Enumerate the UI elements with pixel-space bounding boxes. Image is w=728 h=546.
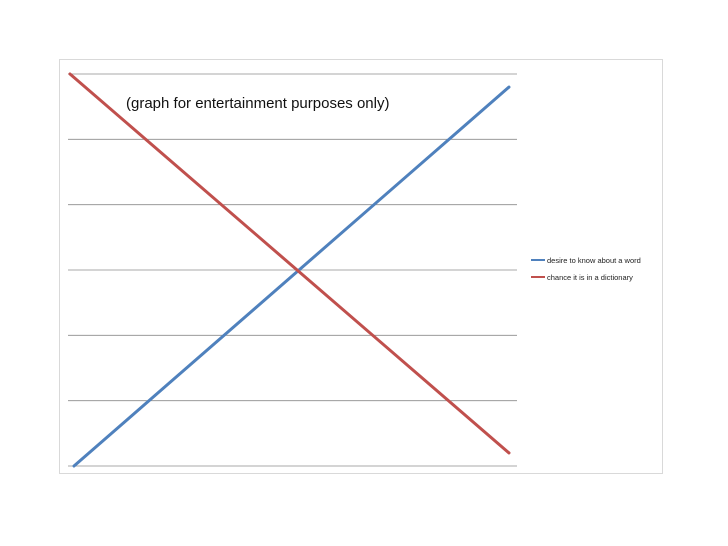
series-line-2 [68, 72, 511, 455]
gridlines [68, 73, 517, 467]
chart-frame: (graph for entertainment purposes only) … [59, 59, 663, 474]
legend-label-series-2: chance it is in a dictionary [547, 273, 633, 282]
chart-annotation: (graph for entertainment purposes only) [126, 95, 389, 112]
series-lines [68, 72, 511, 468]
line-chart: (graph for entertainment purposes only) … [68, 72, 641, 468]
legend-label-series-1: desire to know about a word [547, 256, 641, 265]
legend: desire to know about a word chance it is… [531, 256, 641, 282]
series-line-1 [72, 85, 511, 468]
